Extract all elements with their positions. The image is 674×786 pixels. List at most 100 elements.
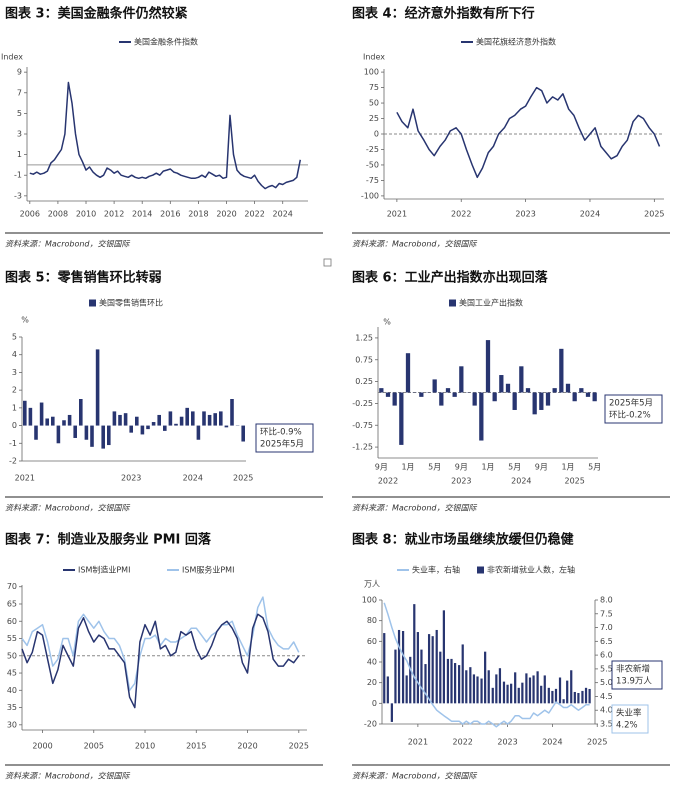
bar — [385, 392, 391, 397]
bar — [573, 691, 576, 704]
bar — [224, 425, 229, 428]
bar — [386, 676, 389, 704]
x-tick-label: 2021 — [408, 738, 428, 747]
bar — [405, 353, 411, 393]
bar — [397, 629, 401, 704]
y2-tick-label: 6.5 — [600, 637, 613, 646]
bar — [230, 399, 234, 426]
x-tick-label: 2020 — [237, 742, 257, 751]
panel-title: 图表 7：制造业及服务业 PMI 回落 — [5, 532, 212, 548]
source: 资料来源：Macrobond，交银国际 — [352, 240, 478, 249]
annotation-text: 13.9万人 — [616, 677, 652, 687]
x-tick-label: 2025 — [644, 210, 664, 219]
bar — [453, 663, 457, 704]
y-tick-label: 45 — [7, 669, 17, 678]
bar — [419, 392, 424, 397]
bar — [23, 400, 27, 426]
bar — [424, 664, 427, 704]
bar — [185, 407, 189, 426]
annotation-text: 环比-0.9% — [260, 427, 302, 438]
bar — [485, 340, 491, 393]
bar — [207, 414, 212, 426]
bar — [390, 703, 393, 722]
x-tick-label: 2023 — [121, 474, 141, 483]
y2-tick-label: 5.5 — [600, 664, 613, 673]
bar — [469, 667, 472, 704]
y2-tick-label: 3.5 — [600, 720, 613, 729]
x-tick-label: 1月 — [481, 463, 494, 472]
y-tick-label: 20 — [367, 678, 377, 687]
bar — [416, 632, 419, 704]
annotation-box — [604, 394, 663, 424]
bar — [459, 366, 464, 393]
marker-square — [323, 258, 332, 267]
bar — [528, 677, 532, 704]
bar — [28, 407, 33, 426]
x-tick-label: 9月 — [455, 463, 468, 472]
bar — [465, 670, 468, 704]
source: 资料来源：Macrobond，交银国际 — [5, 240, 131, 249]
y-tick-label: 3 — [12, 368, 17, 377]
bar — [62, 420, 66, 426]
x-year-label: 2024 — [511, 477, 531, 486]
bar — [479, 392, 484, 441]
y2-tick-label: 5.0 — [600, 678, 613, 687]
legend-label: 美国花旗经济意外指数 — [476, 37, 556, 47]
y-tick-label: 80 — [367, 616, 377, 625]
bar — [241, 425, 245, 442]
bar — [588, 688, 591, 704]
bar — [505, 383, 511, 393]
y-tick-label: 1 — [12, 403, 17, 412]
x-tick-label: 9月 — [375, 463, 388, 472]
panel-title: 图表 4：经济意外指数有所下行 — [352, 6, 535, 22]
legend-label: ISM制造业PMI — [78, 565, 130, 575]
source: 资料来源：Macrobond，交银国际 — [5, 772, 131, 781]
bar — [458, 665, 461, 704]
y-tick-label: -100 — [361, 191, 379, 200]
legend-label: 失业率，右轴 — [412, 565, 460, 575]
bar — [472, 392, 477, 406]
y-tick-label: 5 — [17, 109, 22, 118]
x-tick-label: 2005 — [84, 742, 104, 751]
bar — [427, 634, 431, 704]
bar — [95, 349, 100, 426]
bar — [579, 388, 584, 393]
legend-label: ISM服务业PMI — [182, 565, 234, 575]
x-tick-label: 2022 — [453, 738, 473, 747]
bar — [517, 687, 520, 704]
bar — [439, 392, 444, 406]
bar — [491, 687, 494, 704]
bar — [539, 392, 544, 410]
x-tick-label: 5月 — [588, 463, 601, 472]
bar — [545, 392, 551, 406]
source: 资料来源：Macrobond，交银国际 — [352, 504, 478, 513]
bar — [445, 388, 451, 393]
legend-swatch — [449, 299, 456, 307]
legend-label: 美国零售销售环比 — [99, 298, 163, 308]
x-tick-label: 2015 — [186, 742, 206, 751]
bar — [151, 422, 156, 426]
bar — [519, 366, 524, 393]
y-axis-label: Index — [363, 53, 385, 62]
bar — [202, 411, 206, 426]
x-tick-label: 2025 — [233, 474, 253, 483]
series-line — [383, 602, 590, 728]
x-tick-label: 2012 — [104, 210, 124, 219]
x-tick-label: 2000 — [32, 742, 52, 751]
bar — [487, 670, 490, 704]
bar — [584, 687, 588, 704]
y-tick-label: 35 — [7, 703, 17, 712]
x-tick-label: 2010 — [135, 742, 155, 751]
bar — [219, 411, 223, 426]
y-tick-label: 30 — [7, 720, 17, 729]
bar — [140, 425, 145, 435]
bar — [401, 631, 405, 704]
bar — [559, 348, 564, 393]
bar — [118, 414, 122, 426]
bar — [592, 392, 597, 402]
y-tick-label: -0.75 — [352, 421, 373, 430]
x-tick-label: 2022 — [244, 210, 264, 219]
bar — [532, 675, 535, 704]
bar — [394, 649, 397, 704]
